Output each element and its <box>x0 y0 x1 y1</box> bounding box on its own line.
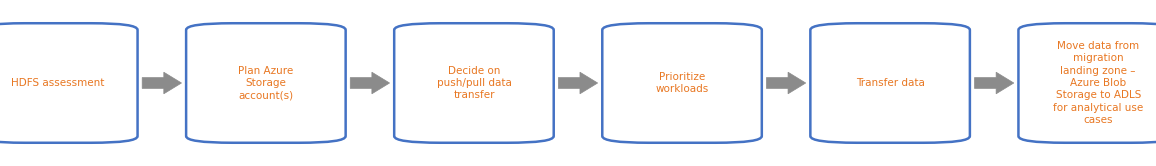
Text: Move data from
migration
landing zone –
Azure Blob
Storage to ADLS
for analytica: Move data from migration landing zone – … <box>1053 41 1143 125</box>
FancyBboxPatch shape <box>0 23 138 143</box>
FancyBboxPatch shape <box>810 23 970 143</box>
Polygon shape <box>142 72 181 94</box>
Polygon shape <box>766 72 806 94</box>
Polygon shape <box>350 72 390 94</box>
Polygon shape <box>558 72 598 94</box>
Text: Transfer data: Transfer data <box>855 78 925 88</box>
Text: Plan Azure
Storage
account(s): Plan Azure Storage account(s) <box>238 66 294 100</box>
FancyBboxPatch shape <box>602 23 762 143</box>
Text: Prioritize
workloads: Prioritize workloads <box>655 72 709 94</box>
FancyBboxPatch shape <box>1018 23 1156 143</box>
Text: Decide on
push/pull data
transfer: Decide on push/pull data transfer <box>437 66 511 100</box>
FancyBboxPatch shape <box>394 23 554 143</box>
FancyBboxPatch shape <box>186 23 346 143</box>
Polygon shape <box>975 72 1014 94</box>
Text: HDFS assessment: HDFS assessment <box>12 78 104 88</box>
